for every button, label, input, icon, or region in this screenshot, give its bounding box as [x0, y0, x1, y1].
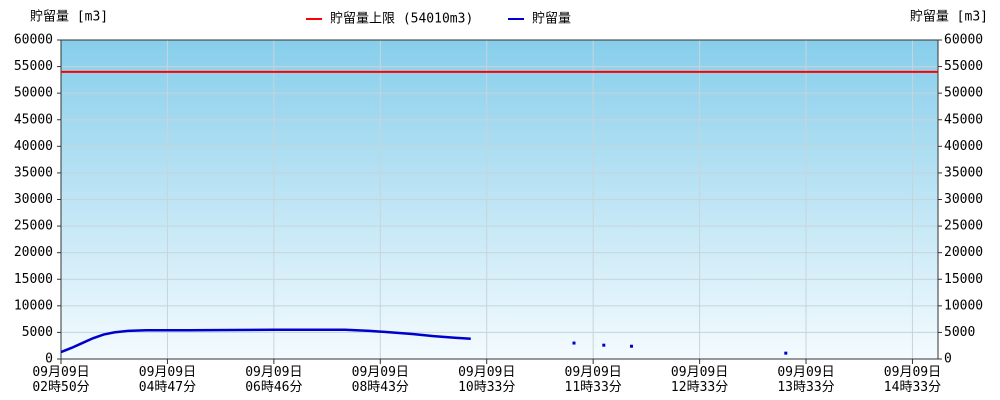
x-tick-label: 09月09日 04時47分 — [139, 365, 196, 395]
y-tick-label: 20000 — [14, 245, 53, 260]
series-line — [60, 328, 471, 354]
x-tick-label: 09月09日 12時33分 — [671, 365, 728, 395]
y-tick-label: 40000 — [14, 139, 53, 154]
y-tick-label: 50000 — [14, 86, 53, 101]
data-point — [629, 344, 633, 348]
y2-tick-label: 5000 — [944, 325, 975, 340]
y-tick-label: 0 — [45, 352, 53, 367]
y-tick-label: 5000 — [22, 325, 53, 340]
y2-tick-label: 25000 — [944, 219, 983, 234]
y2-axis-label: 貯留量 [m3] — [910, 10, 988, 25]
y-tick-label: 35000 — [14, 165, 53, 180]
y-tick-label: 60000 — [14, 33, 53, 48]
plot-border — [60, 39, 939, 360]
y-tick-label: 10000 — [14, 298, 53, 313]
legend-label: 貯留量上限 (54010m3) — [330, 12, 473, 27]
data-point — [602, 343, 606, 347]
x-tick-label: 09月09日 06時46分 — [245, 365, 302, 395]
x-tick-label: 09月09日 08時43分 — [352, 365, 409, 395]
y2-tick-label: 20000 — [944, 245, 983, 260]
legend: 貯留量上限 (54010m3) 貯留量 — [306, 12, 571, 27]
legend-label: 貯留量 — [532, 12, 571, 27]
y2-tick-label: 50000 — [944, 86, 983, 101]
y-tick-label: 30000 — [14, 192, 53, 207]
y2-tick-label: 55000 — [944, 59, 983, 74]
x-tick-label: 09月09日 14時33分 — [884, 365, 941, 395]
y2-tick-label: 0 — [944, 352, 952, 367]
x-tick-label: 09月09日 11時33分 — [565, 365, 622, 395]
y2-tick-label: 40000 — [944, 139, 983, 154]
data-point — [572, 341, 576, 345]
y-tick-label: 25000 — [14, 219, 53, 234]
x-tick-label: 09月09日 10時33分 — [458, 365, 515, 395]
y2-tick-label: 10000 — [944, 298, 983, 313]
x-tick-label: 09月09日 02時50分 — [32, 365, 89, 395]
y2-tick-label: 15000 — [944, 272, 983, 287]
y-tick-label: 55000 — [14, 59, 53, 74]
y-tick-label: 45000 — [14, 112, 53, 127]
y-tick-label: 15000 — [14, 272, 53, 287]
y2-tick-label: 30000 — [944, 192, 983, 207]
y2-tick-label: 60000 — [944, 33, 983, 48]
y2-tick-label: 45000 — [944, 112, 983, 127]
x-tick-label: 09月09日 13時33分 — [777, 365, 834, 395]
data-point — [784, 351, 788, 355]
y-axis-label: 貯留量 [m3] — [30, 10, 108, 25]
y2-tick-label: 35000 — [944, 165, 983, 180]
